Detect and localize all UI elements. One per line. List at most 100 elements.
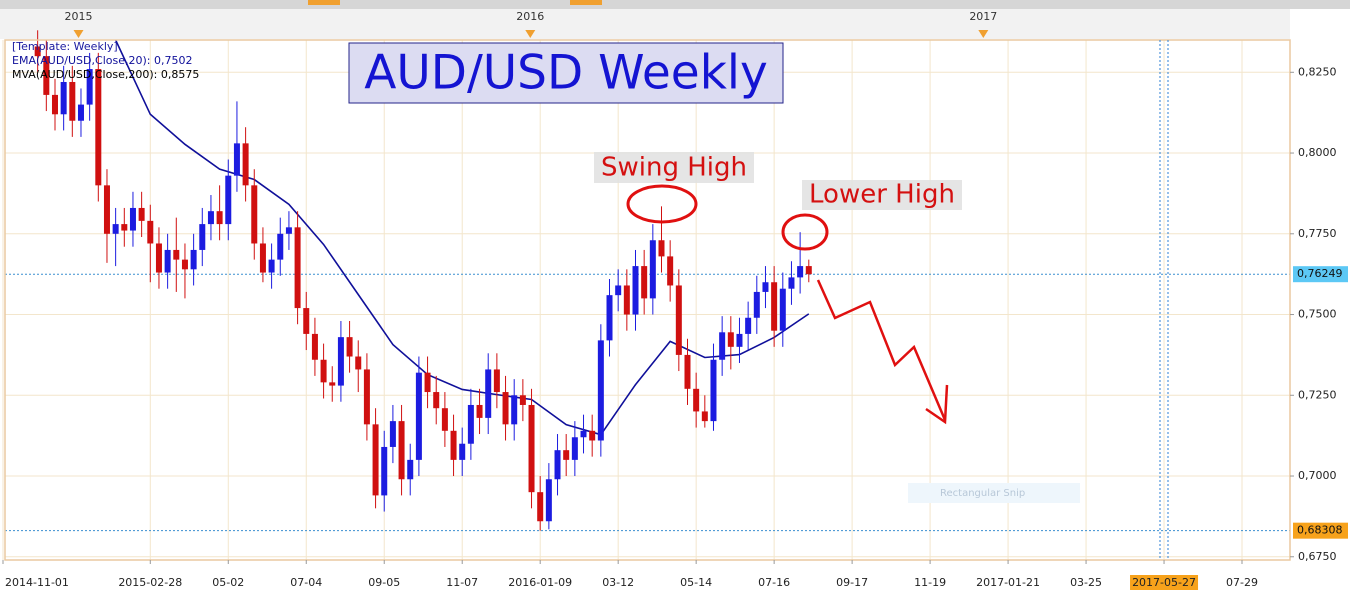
top-tick [73, 30, 84, 38]
candle-body [485, 369, 492, 418]
template-label: [Template: Weekly] [12, 40, 118, 53]
candle-body [320, 359, 327, 383]
x-tick-label: 03-12 [602, 576, 634, 589]
candle-body [511, 395, 518, 425]
candle-body [545, 479, 552, 522]
x-tick-label: 07-04 [290, 576, 322, 589]
candle-body [467, 404, 474, 444]
candle-body [753, 291, 760, 318]
top-date-axis [0, 9, 1350, 39]
candle-body [537, 492, 544, 522]
candle-body [597, 340, 604, 441]
price-marker-label: 0,68308 [1297, 524, 1343, 537]
candle-body [606, 295, 613, 341]
candle-body [415, 372, 422, 460]
top-tick [978, 30, 989, 38]
toolbar-button[interactable] [570, 0, 602, 5]
candle-body [476, 404, 483, 418]
candle-body [69, 81, 76, 121]
x-tick-label: 11-07 [446, 576, 478, 589]
chart-title: AUD/USD Weekly [364, 46, 768, 101]
candle-body [519, 395, 526, 405]
candle-body [563, 450, 570, 460]
top-tick [525, 30, 536, 38]
candle-body [398, 421, 405, 480]
annotation-box [594, 152, 754, 183]
forecast-arrowhead [925, 384, 949, 425]
candle-body [736, 333, 743, 347]
candle-body [311, 333, 318, 360]
candle-body [259, 243, 266, 273]
y-tick-label: 0,7500 [1298, 308, 1337, 321]
annotation: Swing High [601, 153, 747, 183]
candle-body [242, 143, 249, 186]
watermark: Rectangular Snip [940, 488, 1025, 499]
candle-body [667, 256, 674, 286]
legend-entry: MVA(AUD/USD,Close,200): 0,8575 [12, 68, 199, 81]
x-tick-label: 2014-11-01 [5, 576, 69, 589]
candle-body [441, 408, 448, 431]
annotation-box [802, 180, 962, 210]
legend-entry: EMA(AUD/USD,Close,20): 0,7502 [12, 54, 192, 67]
candle-body [363, 369, 370, 425]
candle-body [632, 266, 639, 315]
candle-body [554, 450, 561, 480]
plot-area [2, 30, 1290, 560]
candle-body [233, 143, 240, 176]
x-tick-label: 07-29 [1226, 576, 1258, 589]
candle-body [51, 94, 58, 115]
candle-body [779, 288, 786, 331]
candle-body [407, 459, 414, 480]
x-tick-label: 07-16 [758, 576, 790, 589]
candle-body [181, 259, 188, 270]
x-tick-label: 05-02 [212, 576, 244, 589]
candle-body [615, 285, 622, 296]
x-tick-label: 09-05 [368, 576, 400, 589]
x-tick-label: 2015-02-28 [118, 576, 182, 589]
price-marker-box [1293, 266, 1348, 283]
candle-body [251, 185, 258, 244]
candle-body [34, 46, 41, 57]
plot-border [4, 39, 1291, 561]
candle-body [381, 446, 388, 496]
x-tick-highlight [1130, 575, 1199, 590]
price-marker-label: 0,76249 [1297, 267, 1343, 280]
candle-body [86, 69, 93, 105]
candle-body [121, 224, 128, 231]
x-tick-label: 2017-01-21 [976, 576, 1040, 589]
candle-body [103, 185, 110, 234]
title-box [348, 42, 784, 104]
candle-body [701, 411, 708, 422]
y-tick-label: 0,6750 [1298, 550, 1337, 563]
candle-body [43, 56, 50, 95]
candle-body [528, 404, 535, 493]
y-tick-label: 0,7000 [1298, 469, 1337, 482]
x-tick-label: 09-17 [836, 576, 868, 589]
candle-body [329, 382, 336, 386]
snip-overlay [908, 483, 1080, 503]
x-tick-label: 11-19 [914, 576, 946, 589]
candle-body [77, 104, 84, 121]
candle-body [493, 369, 500, 393]
y-tick-label: 0,7250 [1298, 388, 1337, 401]
y-tick-label: 0,8000 [1298, 146, 1337, 159]
candle-body [173, 249, 180, 260]
y-tick-label: 0,8250 [1298, 65, 1337, 78]
top-tick-label: 2015 [65, 10, 93, 23]
toolbar-button[interactable] [308, 0, 340, 5]
candle-body [571, 437, 578, 460]
candle-body [337, 337, 344, 386]
x-tick-label: 03-25 [1070, 576, 1102, 589]
candle-body [129, 207, 136, 231]
candle-body [138, 207, 145, 221]
highlight-ellipse [781, 213, 829, 251]
candle-body [658, 240, 665, 257]
candle-body [771, 282, 778, 331]
candle-body [389, 421, 396, 447]
candle-body [745, 317, 752, 334]
candle-body [797, 266, 804, 278]
candle-body [450, 430, 457, 460]
